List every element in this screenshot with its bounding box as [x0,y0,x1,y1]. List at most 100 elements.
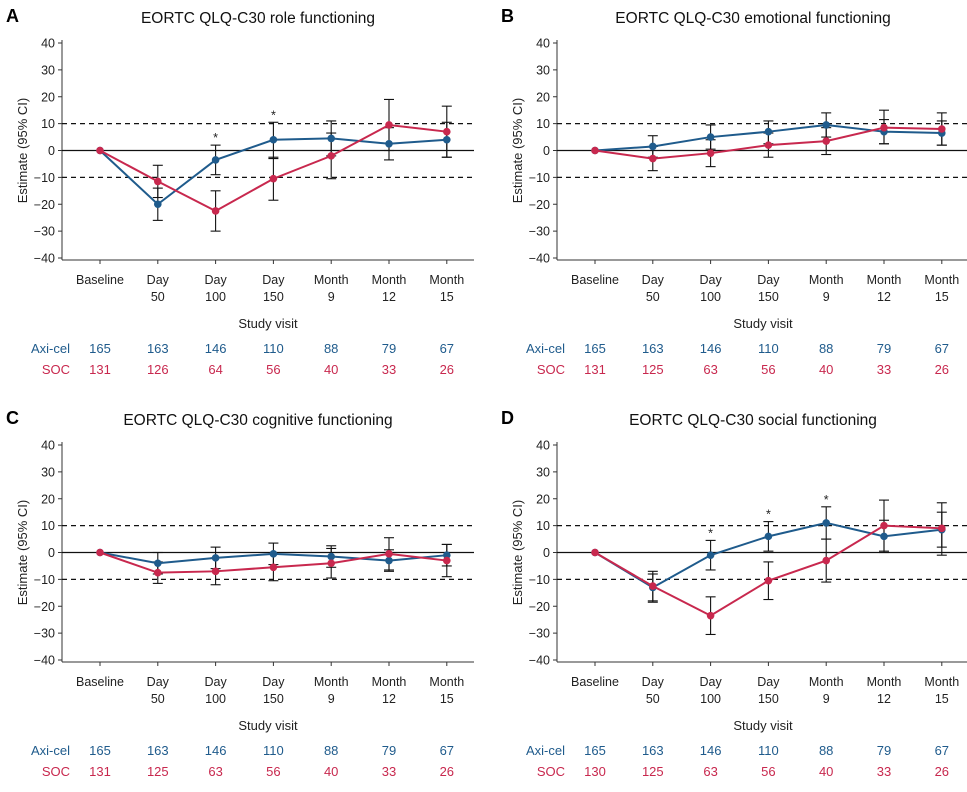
data-point-soc [649,154,657,163]
y-tick-label: −40 [529,252,550,266]
n-value-axicel: 67 [440,743,454,758]
n-value-soc: 64 [208,362,222,377]
n-value-axicel: 79 [382,743,396,758]
n-value-axicel: 88 [324,341,338,356]
data-point-axicel [764,532,773,541]
chart-svg: D EORTC QLQ-C30 social functioning 40 30 20 1… [501,408,967,779]
n-value-soc: 26 [935,764,949,779]
n-value-soc: 56 [266,764,280,779]
n-value-axicel: 67 [440,341,454,356]
x-tick-label: 100 [205,692,226,706]
n-row-label-soc: SOC [42,764,70,779]
n-value-axicel: 110 [758,743,779,758]
y-tick-label: −40 [529,654,550,668]
x-tick-label: Day [262,273,285,287]
y-tick-label: −10 [34,573,55,587]
y-tick-label: −20 [34,600,55,614]
x-tick-label: 15 [440,692,454,706]
y-tick-label: 0 [48,144,55,158]
significance-asterisk: * [824,493,829,507]
n-value-soc: 40 [819,764,833,779]
data-point-axicel [706,551,715,559]
data-point-soc [443,556,451,565]
panel-label: A [6,6,19,26]
n-value-axicel: 79 [877,743,891,758]
n-value-axicel: 88 [819,743,833,758]
n-value-soc: 125 [642,362,664,377]
n-value-soc: 26 [440,764,454,779]
data-point-axicel [880,532,888,541]
data-point-soc [649,582,657,590]
x-tick-label: Month [429,273,464,287]
data-point-axicel [822,519,830,527]
data-point-axicel [154,559,162,568]
x-tick-label: 150 [263,692,284,706]
n-value-axicel: 165 [89,341,111,356]
data-point-axicel [327,134,336,143]
significance-asterisk: * [213,131,218,145]
y-tick-label: −30 [529,627,550,641]
y-tick-label: −10 [529,171,550,185]
n-value-soc: 40 [324,764,338,779]
x-tick-label: 100 [700,290,721,304]
x-tick-label: 150 [758,290,779,304]
x-tick-label: 9 [328,290,335,304]
n-value-axicel: 163 [642,341,664,356]
data-point-soc [154,568,162,577]
n-value-axicel: 163 [642,743,664,758]
y-tick-label: 20 [536,492,550,506]
data-point-axicel [764,127,773,136]
n-value-soc: 33 [877,764,891,779]
n-value-soc: 56 [266,362,280,377]
data-point-axicel [385,139,393,148]
data-point-soc [96,548,104,557]
n-value-soc: 131 [89,362,111,377]
x-tick-label: 50 [646,692,660,706]
data-point-soc [880,123,888,132]
chart-title: EORTC QLQ-C30 emotional functioning [615,10,890,27]
data-point-soc [211,207,220,215]
y-tick-label: 20 [41,90,55,104]
data-point-axicel [269,550,278,558]
n-value-soc: 26 [440,362,454,377]
x-tick-label: Month [809,273,844,287]
n-value-soc: 56 [761,764,775,779]
n-value-soc: 131 [89,764,111,779]
y-tick-label: −40 [34,654,55,668]
data-point-soc [706,149,715,157]
significance-asterisk: * [766,508,771,522]
y-tick-label: 20 [41,492,55,506]
data-point-soc [764,576,773,585]
n-value-axicel: 110 [263,743,284,758]
data-point-soc [764,141,773,149]
data-point-axicel [649,142,657,151]
n-value-soc: 63 [208,764,222,779]
y-tick-label: 40 [41,37,55,51]
data-point-axicel [385,556,393,565]
x-tick-label: Month [924,273,959,287]
y-tick-label: 10 [536,117,550,131]
y-tick-label: 30 [536,465,550,479]
x-tick-label: 12 [877,290,891,304]
data-point-axicel [706,133,715,141]
y-axis-label: Estimate (95% CI) [15,98,30,203]
n-value-axicel: 165 [89,743,111,758]
data-point-soc [96,146,104,155]
panel-label: D [501,408,514,428]
n-value-soc: 131 [584,362,606,377]
x-tick-label: 150 [758,692,779,706]
data-point-axicel [211,554,220,562]
data-point-axicel [822,121,830,129]
n-row-label-soc: SOC [42,362,70,377]
n-value-axicel: 146 [700,341,722,356]
chart-title: EORTC QLQ-C30 role functioning [141,10,375,27]
n-value-soc: 33 [382,764,396,779]
x-tick-label: Day [262,675,285,689]
y-tick-label: −30 [529,225,550,239]
x-tick-label: Month [314,675,349,689]
data-point-axicel [154,200,162,209]
n-value-axicel: 67 [935,341,949,356]
x-tick-label: 100 [205,290,226,304]
y-tick-label: 20 [536,90,550,104]
x-tick-label: Month [429,675,464,689]
